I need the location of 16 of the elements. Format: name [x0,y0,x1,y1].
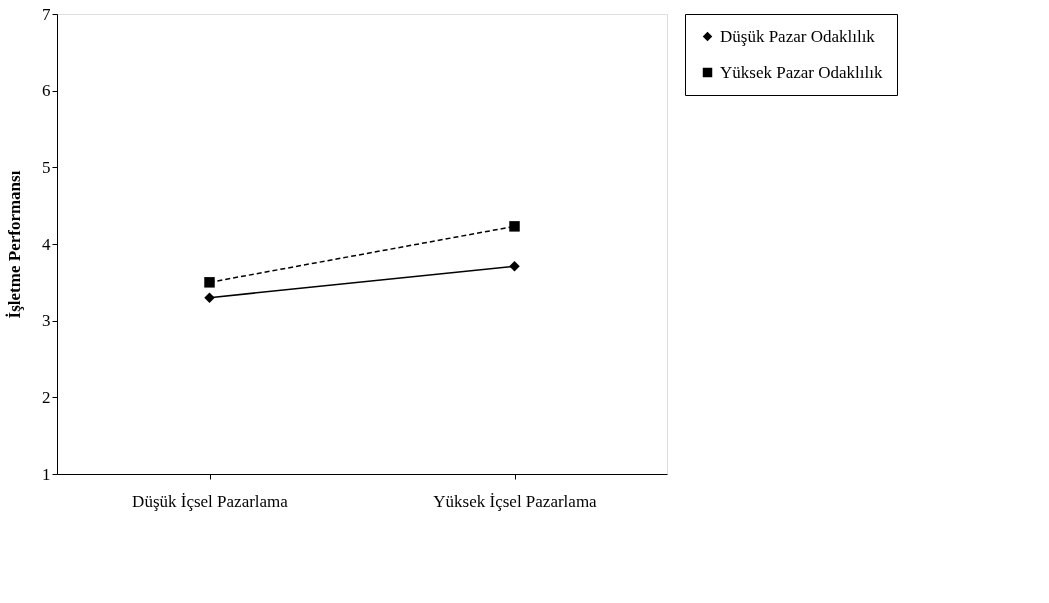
legend-label: Düşük Pazar Odaklılık [720,26,876,46]
point [204,277,215,288]
y-axis-title: İşletme Performansı [5,170,24,319]
y-tick-label: 4 [42,234,51,254]
y-tick-label: 3 [42,311,51,331]
x-tick-label: Yüksek İçsel Pazarlama [433,491,598,511]
y-tick-label: 2 [42,387,51,407]
legend-label: Yüksek Pazar Odaklılık [720,62,883,82]
point [509,221,520,232]
y-tick-label: 1 [42,464,51,484]
y-tick-label: 5 [42,157,51,177]
y-tick-label: 6 [42,81,51,101]
x-tick-label: Düşük İçsel Pazarlama [132,491,289,511]
point [204,292,215,303]
point [509,260,520,272]
y-tick-label: 7 [42,4,51,24]
